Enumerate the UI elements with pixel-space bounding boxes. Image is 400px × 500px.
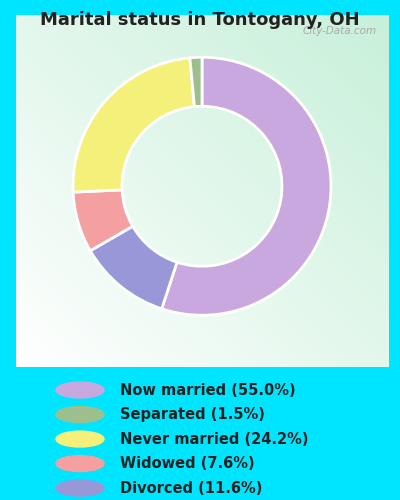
Text: Widowed (7.6%): Widowed (7.6%) (120, 456, 255, 471)
Wedge shape (73, 58, 194, 192)
Wedge shape (90, 226, 177, 309)
Circle shape (56, 382, 104, 398)
Wedge shape (162, 57, 331, 315)
Text: Never married (24.2%): Never married (24.2%) (120, 432, 308, 446)
Circle shape (56, 406, 104, 422)
Text: Separated (1.5%): Separated (1.5%) (120, 407, 265, 422)
Text: Divorced (11.6%): Divorced (11.6%) (120, 480, 262, 496)
Circle shape (56, 431, 104, 447)
Text: Now married (55.0%): Now married (55.0%) (120, 382, 296, 398)
Wedge shape (73, 190, 133, 250)
Circle shape (56, 456, 104, 471)
Wedge shape (190, 57, 202, 106)
Circle shape (56, 480, 104, 496)
Text: Marital status in Tontogany, OH: Marital status in Tontogany, OH (40, 11, 360, 29)
Text: City-Data.com: City-Data.com (303, 26, 377, 36)
